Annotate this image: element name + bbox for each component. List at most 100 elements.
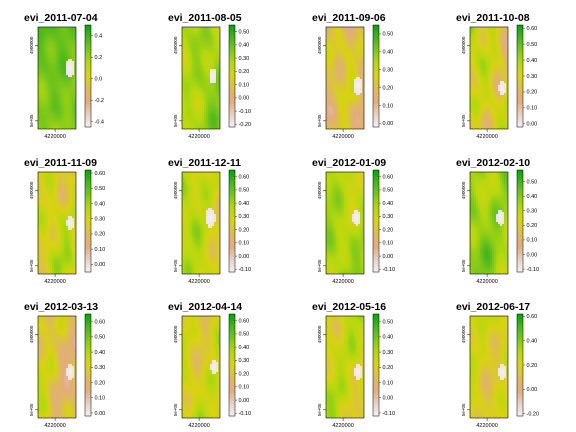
raster-cell (350, 67, 352, 69)
raster-cell (62, 69, 64, 71)
raster-cell (200, 37, 202, 39)
raster-cell (206, 111, 208, 113)
raster-cell (62, 222, 64, 224)
raster-cell (500, 87, 502, 89)
raster-cell (46, 206, 48, 208)
raster-cell (62, 89, 64, 91)
raster-cell (188, 79, 190, 81)
raster-cell (492, 113, 494, 115)
raster-cell (48, 260, 50, 262)
raster-cell (216, 99, 218, 101)
raster-cell (64, 192, 66, 194)
raster-cell (340, 61, 342, 63)
raster-cell (66, 41, 68, 43)
raster-cell (188, 59, 190, 61)
raster-cell (64, 206, 66, 208)
raster-cell (70, 258, 72, 260)
raster-cell (358, 105, 360, 107)
raster-cell (490, 39, 492, 41)
raster-cell (66, 97, 68, 99)
raster-cell (60, 234, 62, 236)
raster-cell (348, 37, 350, 39)
raster-cell (40, 105, 42, 107)
raster-cell (500, 99, 502, 101)
raster-cell (50, 99, 52, 101)
raster-cell (478, 75, 480, 77)
raster-cell (470, 39, 472, 41)
raster-cell (360, 111, 362, 113)
raster-cell (194, 69, 196, 71)
raster-cell (502, 75, 504, 77)
colorbar-segment (373, 73, 379, 77)
raster-cell (48, 228, 50, 230)
raster-cell (42, 188, 44, 190)
colorbar-segment (373, 45, 379, 49)
raster-cell (330, 43, 332, 45)
raster-cell (356, 79, 358, 81)
raster-cell (338, 75, 340, 77)
raster-cell (348, 77, 350, 79)
raster-cell (68, 236, 70, 238)
raster-cell (360, 81, 362, 83)
colorbar-tick-label: 0.50 (527, 42, 538, 48)
raster-cell (332, 93, 334, 95)
raster-cell (40, 87, 42, 89)
colorbar-segment (517, 93, 523, 97)
raster-cell (494, 53, 496, 55)
raster-cell (506, 121, 508, 123)
raster-cell (74, 57, 76, 59)
raster-cell (38, 260, 40, 262)
raster-cell (342, 125, 344, 127)
raster-cell (480, 59, 482, 61)
raster-cell (40, 65, 42, 67)
raster-cell (484, 105, 486, 107)
raster-cell (326, 73, 328, 75)
raster-cell (338, 59, 340, 61)
raster-cell (72, 61, 74, 63)
raster-cell (72, 186, 74, 188)
raster-cell (68, 117, 70, 119)
map-frame (37, 26, 77, 130)
raster-cell (54, 204, 56, 206)
raster-cell (340, 115, 342, 117)
raster-cell (48, 123, 50, 125)
raster-cell (480, 85, 482, 87)
raster-cell (358, 35, 360, 37)
raster-cell (192, 81, 194, 83)
raster-cell (344, 71, 346, 73)
raster-cell (50, 31, 52, 33)
raster-cell (478, 47, 480, 49)
raster-cell (360, 89, 362, 91)
raster-cell (482, 89, 484, 91)
raster-cell (58, 45, 60, 47)
raster-cell (184, 99, 186, 101)
raster-cell (338, 49, 340, 51)
raster-cell (330, 91, 332, 93)
raster-cell (208, 107, 210, 109)
raster-cell (502, 77, 504, 79)
raster-cell (494, 49, 496, 51)
raster-cell (492, 115, 494, 117)
colorbar-segment (229, 106, 235, 110)
raster-cell (72, 176, 74, 178)
raster-cell (46, 81, 48, 83)
raster-cell (216, 51, 218, 53)
raster-cell (348, 81, 350, 83)
raster-cell (48, 214, 50, 216)
raster-cell (354, 89, 356, 91)
raster-cell (52, 260, 54, 262)
raster-cell (352, 67, 354, 69)
raster-cell (186, 89, 188, 91)
raster-cell (194, 101, 196, 103)
raster-cell (182, 107, 184, 109)
raster-cell (64, 254, 66, 256)
raster-cell (72, 101, 74, 103)
raster-cell (188, 37, 190, 39)
raster-cell (344, 87, 346, 89)
raster-cell (478, 45, 480, 47)
raster-cell (352, 41, 354, 43)
raster-cell (204, 89, 206, 91)
raster-cell (66, 194, 68, 196)
raster-cell (42, 33, 44, 35)
raster-cell (218, 55, 220, 57)
